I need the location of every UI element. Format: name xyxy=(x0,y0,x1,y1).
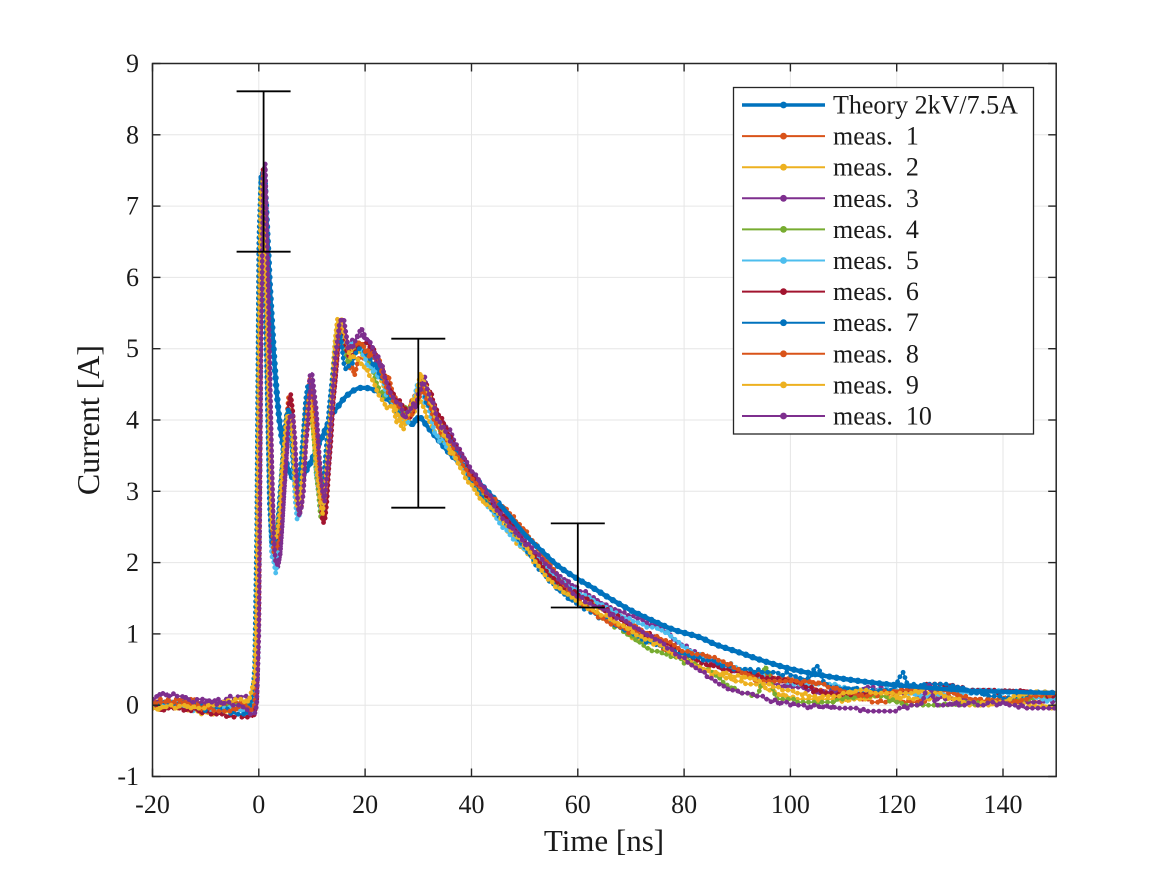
svg-text:0: 0 xyxy=(252,790,265,819)
svg-text:Current [A]: Current [A] xyxy=(70,345,106,495)
svg-text:meas. 3: meas. 3 xyxy=(833,184,919,213)
svg-text:meas. 8: meas. 8 xyxy=(833,339,919,368)
svg-text:120: 120 xyxy=(877,790,916,819)
svg-text:meas. 7: meas. 7 xyxy=(833,308,919,337)
svg-text:9: 9 xyxy=(126,49,139,78)
svg-text:-1: -1 xyxy=(117,762,139,791)
svg-text:2: 2 xyxy=(126,548,139,577)
svg-text:Theory 2kV/7.5A: Theory 2kV/7.5A xyxy=(833,91,1018,120)
svg-text:140: 140 xyxy=(984,790,1023,819)
svg-text:1: 1 xyxy=(126,619,139,648)
svg-text:80: 80 xyxy=(671,790,697,819)
svg-text:60: 60 xyxy=(565,790,591,819)
svg-text:meas. 9: meas. 9 xyxy=(833,370,919,399)
svg-text:7: 7 xyxy=(126,192,139,221)
svg-text:meas. 5: meas. 5 xyxy=(833,246,919,275)
svg-text:3: 3 xyxy=(126,477,139,506)
svg-text:-20: -20 xyxy=(135,790,170,819)
svg-text:4: 4 xyxy=(126,406,139,435)
svg-text:meas. 2: meas. 2 xyxy=(833,153,919,182)
svg-text:40: 40 xyxy=(459,790,485,819)
svg-text:meas. 10: meas. 10 xyxy=(833,402,932,431)
svg-text:meas. 1: meas. 1 xyxy=(833,122,919,151)
svg-text:8: 8 xyxy=(126,120,139,149)
svg-text:meas. 6: meas. 6 xyxy=(833,277,919,306)
svg-text:Time [ns]: Time [ns] xyxy=(544,823,664,858)
svg-text:100: 100 xyxy=(771,790,810,819)
svg-text:5: 5 xyxy=(126,334,139,363)
svg-text:meas. 4: meas. 4 xyxy=(833,215,919,244)
svg-text:6: 6 xyxy=(126,263,139,292)
svg-text:20: 20 xyxy=(352,790,378,819)
svg-text:0: 0 xyxy=(126,691,139,720)
